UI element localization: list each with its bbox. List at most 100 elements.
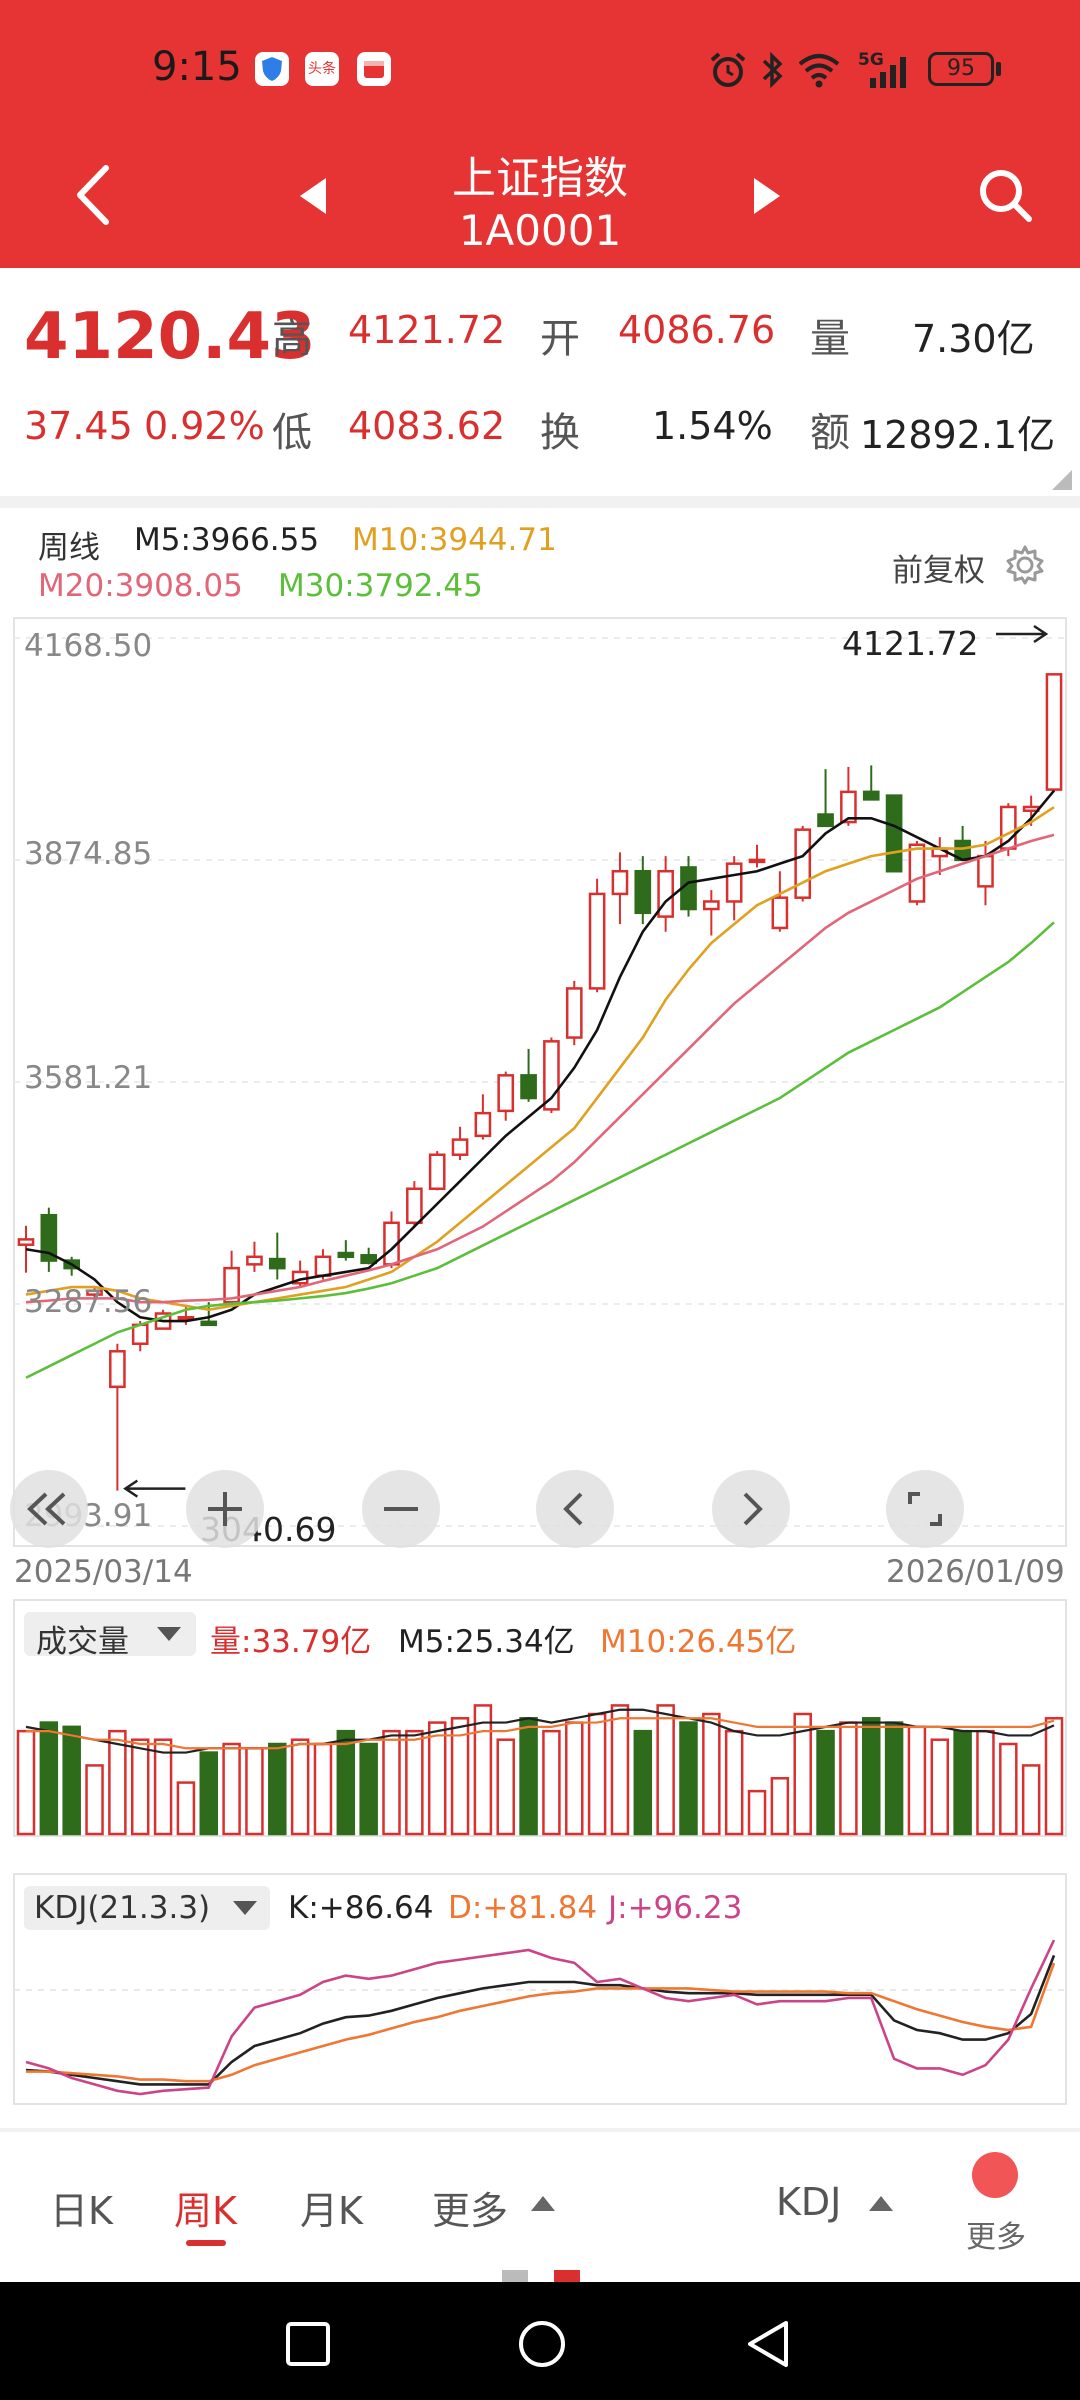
price-change-percent: 0.92% bbox=[144, 404, 265, 448]
candle-34 bbox=[794, 825, 812, 902]
candle-body bbox=[520, 1074, 537, 1100]
home-icon[interactable] bbox=[516, 2318, 568, 2370]
recent-apps-icon[interactable] bbox=[284, 2320, 332, 2368]
tab-day-k[interactable]: 日K bbox=[50, 2189, 113, 2233]
expand-corner-icon[interactable] bbox=[1050, 468, 1074, 492]
kdj-k-line bbox=[25, 1954, 1056, 2086]
volume-bar-3 bbox=[85, 1764, 104, 1836]
section-divider bbox=[0, 496, 1080, 508]
candle-body bbox=[86, 1289, 103, 1296]
volume-bar-42 bbox=[976, 1729, 995, 1836]
candle-body bbox=[337, 1251, 355, 1259]
back-icon[interactable] bbox=[68, 162, 118, 228]
indicator-selector-kdj[interactable]: KDJ(21.3.3) bbox=[24, 1886, 270, 1930]
zoom-out-button[interactable] bbox=[362, 1470, 440, 1548]
volume-bar-6 bbox=[153, 1738, 173, 1836]
volume-chart[interactable] bbox=[0, 1598, 1080, 1838]
candle-body bbox=[611, 869, 629, 896]
tabs-divider bbox=[0, 2128, 1080, 2132]
high-marker-label: 4121.72 bbox=[842, 624, 979, 663]
kdj-d-line bbox=[26, 1962, 1056, 2083]
volume-bar-31 bbox=[724, 1729, 744, 1836]
candle-1 bbox=[40, 1207, 58, 1272]
volume-bar-25 bbox=[587, 1712, 607, 1836]
fullscreen-button[interactable] bbox=[886, 1470, 964, 1548]
y-tick-4: 3287.56 bbox=[24, 1284, 153, 1320]
volume-bar-18 bbox=[427, 1721, 447, 1836]
volume-m10-legend: M10:26.45亿 bbox=[600, 1624, 797, 1660]
network-type: 5G bbox=[858, 50, 884, 70]
kdj-d-legend: D:+81.84 bbox=[448, 1890, 598, 1926]
prev-stock-icon[interactable] bbox=[296, 174, 330, 218]
price-change: 37.45 bbox=[24, 404, 133, 448]
candle-25 bbox=[588, 878, 606, 993]
volume-bar-5 bbox=[130, 1738, 150, 1836]
volume-bar-20 bbox=[473, 1704, 493, 1836]
tab-week-k[interactable]: 周K bbox=[174, 2189, 237, 2233]
volume-bar-7 bbox=[176, 1781, 196, 1836]
candle-body bbox=[223, 1266, 240, 1304]
volume-ma-group bbox=[25, 1708, 1055, 1754]
candle-body bbox=[908, 843, 926, 903]
volume-bar-39 bbox=[907, 1725, 927, 1836]
search-icon[interactable] bbox=[976, 166, 1036, 226]
volume-bars-group bbox=[16, 1704, 1064, 1836]
indicator-selector-volume[interactable]: 成交量 bbox=[24, 1612, 196, 1660]
candle-body bbox=[246, 1255, 263, 1266]
tab-month-k[interactable]: 月K bbox=[300, 2189, 363, 2233]
caret-down-icon bbox=[157, 1627, 181, 1641]
stock-code: 1A0001 bbox=[458, 206, 622, 255]
candle-24 bbox=[565, 980, 583, 1046]
plus-icon bbox=[208, 1492, 242, 1526]
volume-bar-36 bbox=[839, 1721, 858, 1836]
volume-bar-27 bbox=[633, 1729, 653, 1836]
adjust-mode-button[interactable]: 前复权 bbox=[892, 553, 985, 589]
volume-bar-34 bbox=[793, 1712, 812, 1836]
news-app-icon: 头条 bbox=[305, 52, 339, 86]
more-fab-label: 更多 bbox=[966, 2220, 1026, 2255]
volume-bar-11 bbox=[268, 1742, 287, 1836]
fullscreen-icon bbox=[908, 1492, 942, 1526]
ma-line-m5 bbox=[25, 789, 1056, 1323]
last-price: 4120.43 bbox=[24, 300, 316, 374]
candlestick-chart[interactable] bbox=[0, 600, 1080, 1560]
ma-line-m30 bbox=[25, 921, 1055, 1379]
candle-body bbox=[565, 987, 583, 1039]
candle-body bbox=[314, 1255, 332, 1277]
candle-body bbox=[817, 813, 834, 828]
kdj-j-legend: J:+96.23 bbox=[608, 1890, 743, 1926]
candle-body bbox=[748, 858, 766, 864]
candle-45 bbox=[1045, 673, 1063, 792]
high-marker-arrow bbox=[996, 624, 1049, 644]
candle-19 bbox=[451, 1126, 469, 1161]
tab-indicator-kdj[interactable]: KDJ bbox=[776, 2180, 842, 2224]
back-nav-icon[interactable] bbox=[744, 2318, 792, 2370]
more-fab-icon[interactable] bbox=[972, 2152, 1018, 2198]
caret-up-icon bbox=[531, 2196, 555, 2211]
battery-tip bbox=[996, 62, 1001, 76]
volume-bar-43 bbox=[999, 1742, 1018, 1836]
kdj-lines-group bbox=[25, 1939, 1056, 2096]
caret-up-icon bbox=[869, 2196, 893, 2211]
ma30-legend: M30:3792.45 bbox=[278, 568, 483, 604]
volume-bar-8 bbox=[199, 1751, 219, 1836]
scroll-start-button[interactable] bbox=[10, 1470, 88, 1548]
candle-11 bbox=[268, 1232, 286, 1280]
zoom-in-button[interactable] bbox=[186, 1470, 264, 1548]
volume-bar-22 bbox=[519, 1717, 538, 1836]
low-marker-arrow bbox=[123, 1479, 186, 1498]
candle-10 bbox=[246, 1241, 263, 1272]
scroll-left-button[interactable] bbox=[536, 1470, 614, 1548]
scroll-right-button[interactable] bbox=[712, 1470, 790, 1548]
candle-body bbox=[497, 1074, 515, 1113]
tab-more[interactable]: 更多 bbox=[432, 2189, 509, 2233]
next-stock-icon[interactable] bbox=[750, 174, 784, 218]
settings-gear-icon[interactable] bbox=[1004, 544, 1046, 586]
candle-body bbox=[885, 794, 903, 873]
candle-body bbox=[771, 896, 789, 930]
shield-app-icon bbox=[255, 52, 289, 86]
volume-bar-41 bbox=[953, 1729, 972, 1836]
kdj-k-legend: K:+86.64 bbox=[288, 1890, 434, 1926]
system-navigation-bar bbox=[0, 2282, 1080, 2400]
candle-body bbox=[794, 828, 812, 899]
